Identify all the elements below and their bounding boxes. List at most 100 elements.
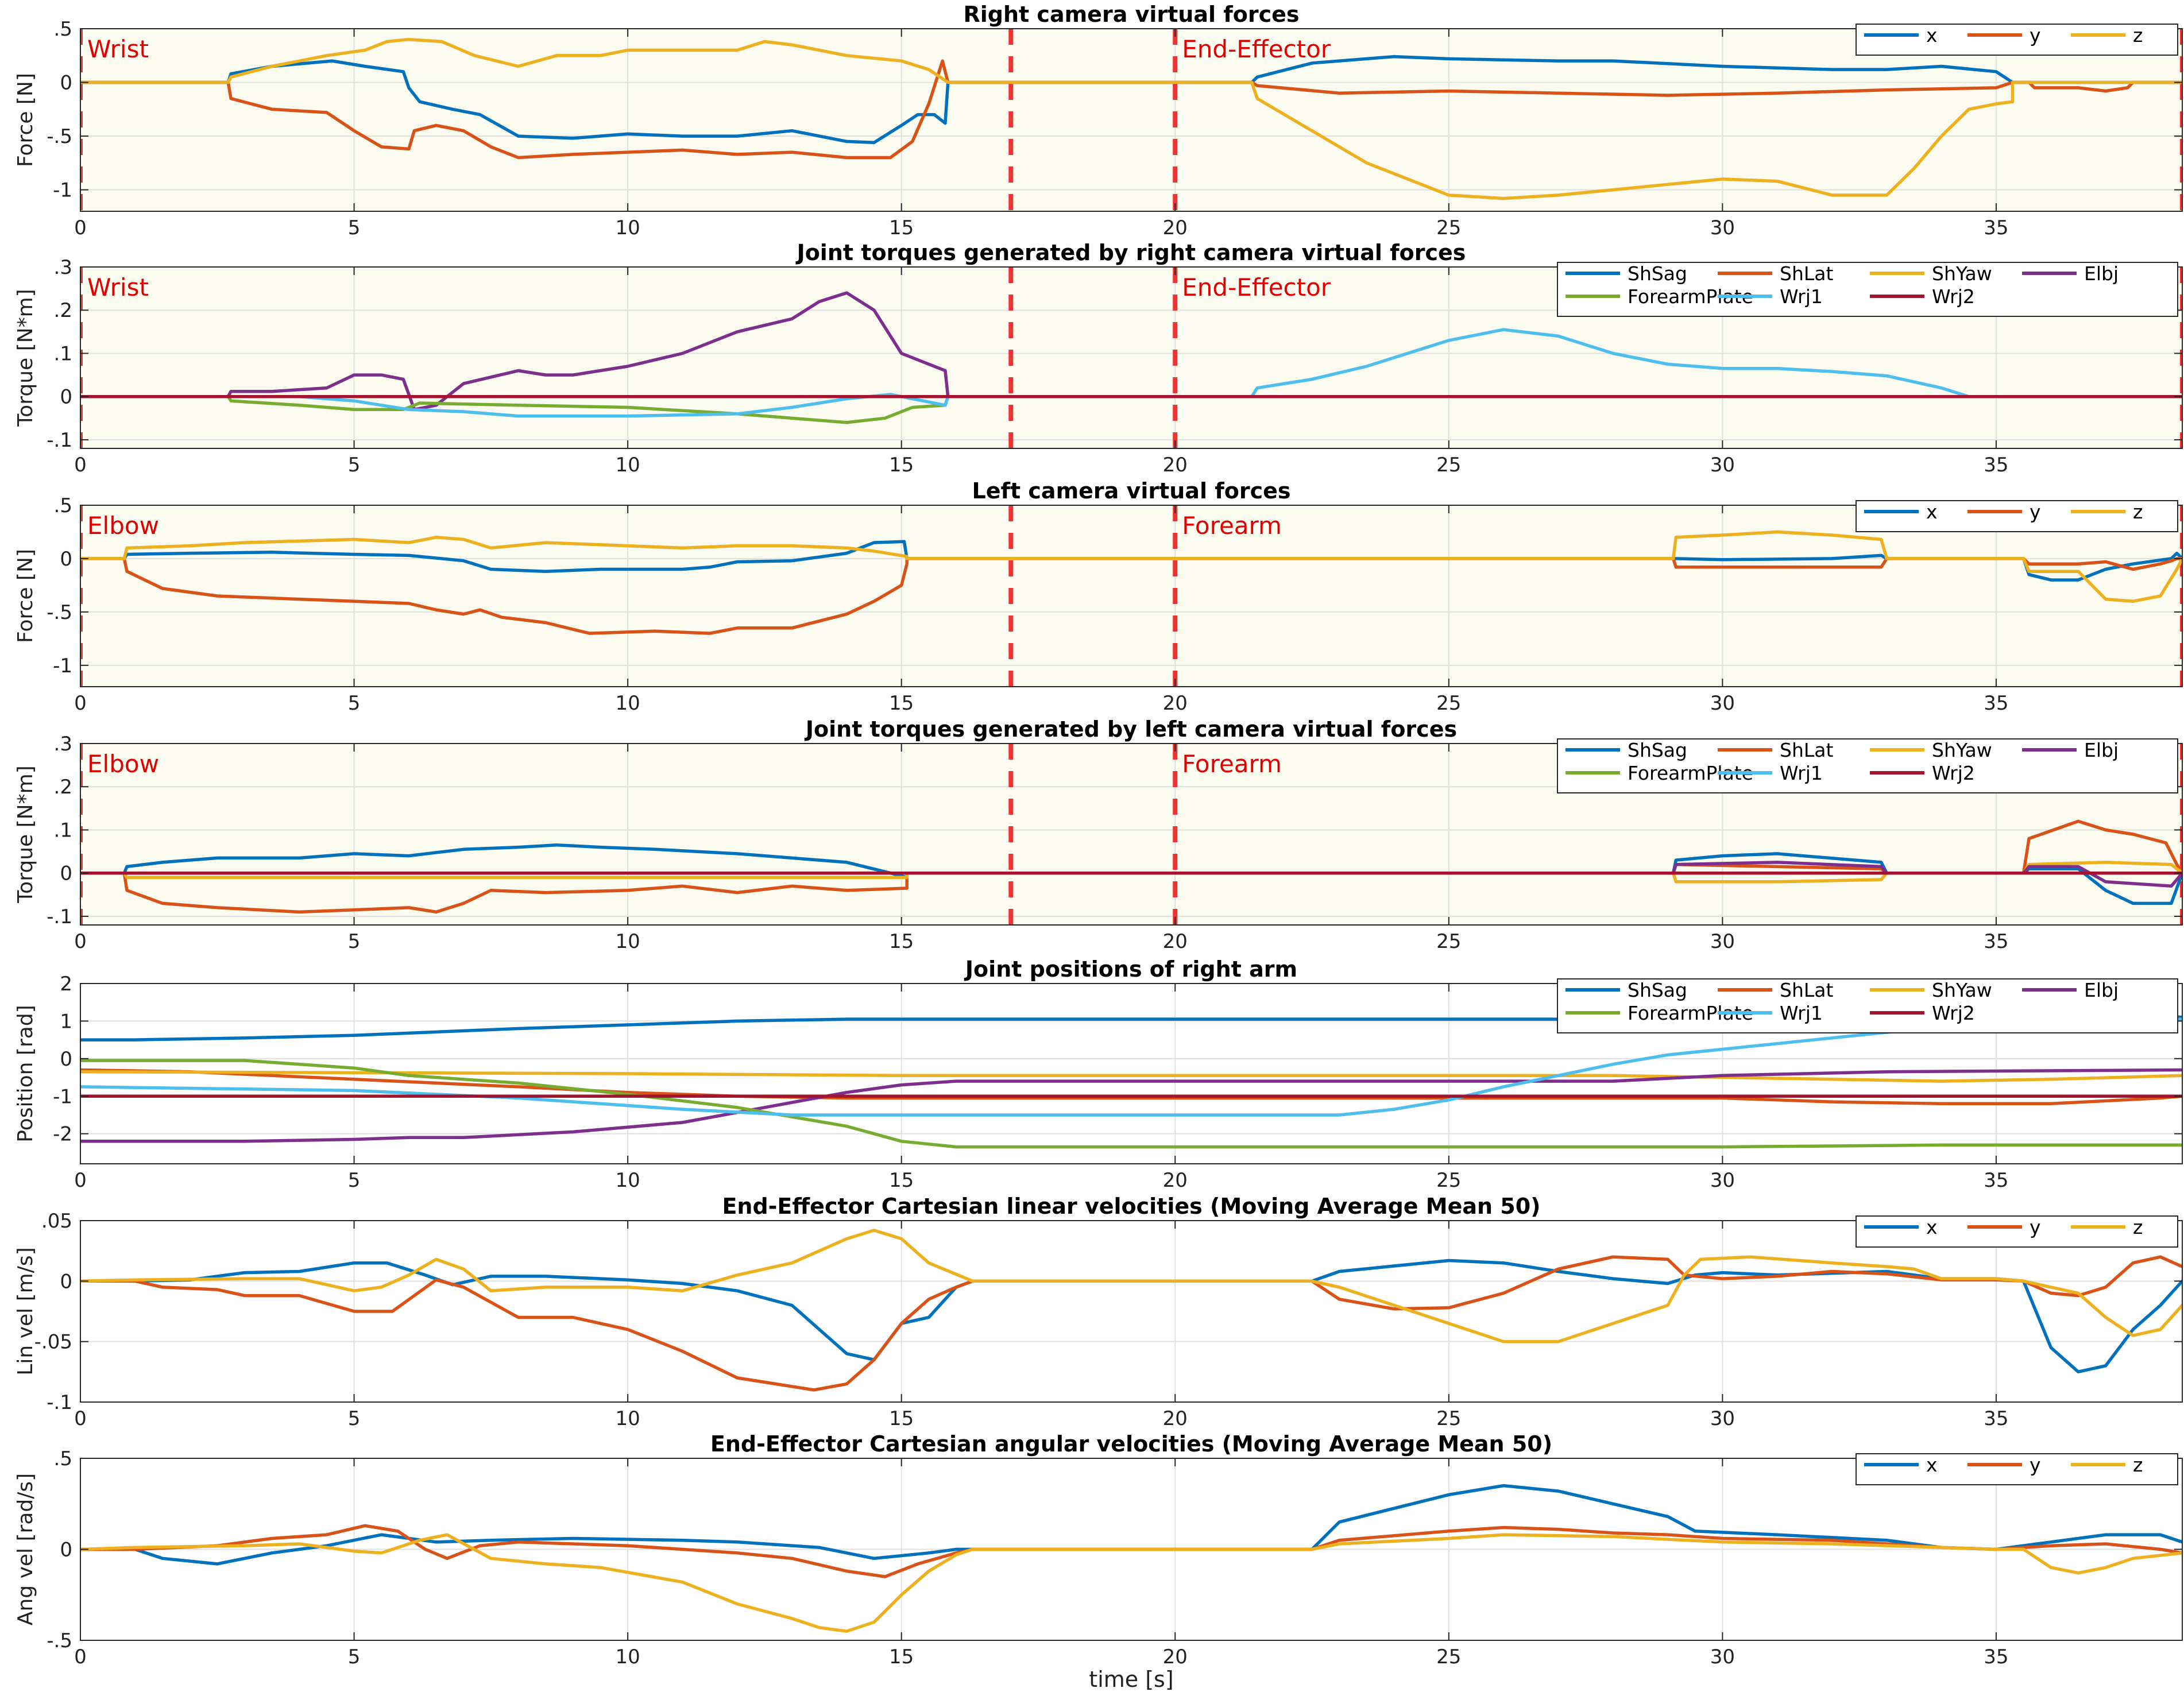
y-tick-label: 0 <box>60 548 72 571</box>
x-tick-label: 10 <box>615 1169 640 1192</box>
y-tick-label: .1 <box>54 342 72 365</box>
x-tick-label: 15 <box>889 216 914 239</box>
legend-label-Elbj: Elbj <box>2084 262 2119 285</box>
legend-label-Wrj1: Wrj1 <box>1780 285 1823 308</box>
y-tick-label: 0 <box>60 1539 72 1562</box>
x-tick-label: 20 <box>1163 1407 1188 1430</box>
x-tick-label: 30 <box>1710 930 1735 953</box>
x-tick-label: 15 <box>889 692 914 715</box>
x-tick-label: 25 <box>1436 1645 1461 1668</box>
chart-title: Left camera virtual forces <box>972 478 1290 504</box>
x-tick-label: 0 <box>74 930 87 953</box>
legend-label-ShSag: ShSag <box>1628 262 1687 285</box>
axes-frame <box>80 743 2183 926</box>
x-tick-label: 0 <box>74 1645 87 1668</box>
legend-label-y: y <box>2030 24 2041 47</box>
y-tick-label: .2 <box>54 776 72 799</box>
x-tick-label: 10 <box>615 1645 640 1668</box>
series-group <box>80 37 2182 200</box>
x-tick-label: 5 <box>348 1169 361 1192</box>
x-tick-label: 25 <box>1436 692 1461 715</box>
legend-label-x: x <box>1926 1216 1938 1238</box>
x-tick-label: 10 <box>615 216 640 239</box>
x-tick-label: 15 <box>889 1407 914 1430</box>
x-tick-label: 0 <box>74 454 87 477</box>
x-tick-label: 5 <box>348 1407 361 1430</box>
legend: x y z <box>1856 1215 2178 1248</box>
phase-label: Elbow <box>87 750 159 778</box>
x-tick-label: 20 <box>1163 1645 1188 1668</box>
legend-box <box>1557 262 2178 317</box>
legend-label-z: z <box>2133 1454 2143 1476</box>
x-tick-label: 5 <box>348 1645 361 1668</box>
x-axis-label: time [s] <box>1089 1667 1173 1692</box>
legend-label-x: x <box>1926 501 1938 523</box>
legend-box <box>1557 978 2178 1033</box>
y-tick-label: 0 <box>60 1048 72 1071</box>
axes-frame <box>80 28 2183 212</box>
phase-label: End-Effector <box>1182 273 1331 301</box>
x-tick-label: 15 <box>889 930 914 953</box>
series-group <box>80 1229 2182 1392</box>
plot-area <box>80 29 2182 211</box>
x-tick-label: 30 <box>1710 1407 1735 1430</box>
chart-title: Joint torques generated by left camera v… <box>804 717 1457 742</box>
x-tick-label: 35 <box>1984 1169 2008 1192</box>
axes-frame <box>80 983 2183 1164</box>
x-tick-label: 20 <box>1163 1169 1188 1192</box>
x-tick-label: 20 <box>1163 216 1188 239</box>
y-tick-label: 2 <box>60 973 72 996</box>
x-tick-label: 25 <box>1436 454 1461 477</box>
series-group <box>80 819 2182 914</box>
x-tick-label: 25 <box>1436 1169 1461 1192</box>
phase-label: Elbow <box>87 512 159 540</box>
legend-label-Elbj: Elbj <box>2084 979 2119 1001</box>
x-tick-label: 30 <box>1710 692 1735 715</box>
legend: x y z <box>1856 24 2178 56</box>
x-tick-label: 20 <box>1163 454 1188 477</box>
series-group <box>80 1484 2182 1633</box>
y-tick-label: .3 <box>54 256 72 279</box>
y-axis-label: Torque [N*m] <box>14 289 37 427</box>
y-axis-label: Position [rad] <box>14 1005 37 1142</box>
chart-title: End-Effector Cartesian angular velocitie… <box>710 1431 1552 1457</box>
y-tick-label: -.5 <box>47 125 72 148</box>
phase-label: Forearm <box>1182 750 1282 778</box>
y-tick-label: -.1 <box>47 905 72 928</box>
plot-area <box>80 1221 2182 1402</box>
series-line-ShLat <box>80 1068 2182 1106</box>
x-tick-label: 25 <box>1436 1407 1461 1430</box>
chart-title: Joint positions of right arm <box>964 957 1297 982</box>
legend-label-ShSag: ShSag <box>1628 739 1687 761</box>
y-tick-label: 0 <box>60 72 72 95</box>
x-tick-label: 0 <box>74 1407 87 1430</box>
x-tick-label: 35 <box>1984 454 2008 477</box>
series-line-ShYaw <box>80 1070 2182 1083</box>
x-tick-label: 30 <box>1710 1169 1735 1192</box>
y-axis-label: Ang vel [rad/s] <box>14 1473 37 1625</box>
y-tick-label: -.05 <box>34 1331 72 1354</box>
y-tick-label: .3 <box>54 733 72 756</box>
legend-label-z: z <box>2133 501 2143 523</box>
y-axis-label: Torque [N*m] <box>14 765 37 903</box>
x-tick-label: 35 <box>1984 930 2008 953</box>
y-tick-label: .2 <box>54 299 72 322</box>
y-tick-label: 0 <box>60 1270 72 1293</box>
series-line-ShYaw <box>80 861 2182 884</box>
x-tick-label: 30 <box>1710 216 1735 239</box>
series-line-z <box>80 530 2182 603</box>
phase-label: Wrist <box>87 273 149 301</box>
legend-label-x: x <box>1926 1454 1938 1476</box>
legend-label-y: y <box>2030 501 2041 523</box>
legend-label-ShLat: ShLat <box>1780 739 1833 761</box>
chart-panel-3: 0 5 10 15 20 25 30 35 -1 -.5 0 .5 Left camera virtua… <box>14 478 2183 715</box>
y-tick-label: -.5 <box>47 601 72 624</box>
legend-label-y: y <box>2030 1216 2041 1238</box>
x-tick-label: 0 <box>74 692 87 715</box>
x-tick-label: 10 <box>615 454 640 477</box>
series-line-Wrj1 <box>80 328 2182 418</box>
x-tick-label: 10 <box>615 692 640 715</box>
